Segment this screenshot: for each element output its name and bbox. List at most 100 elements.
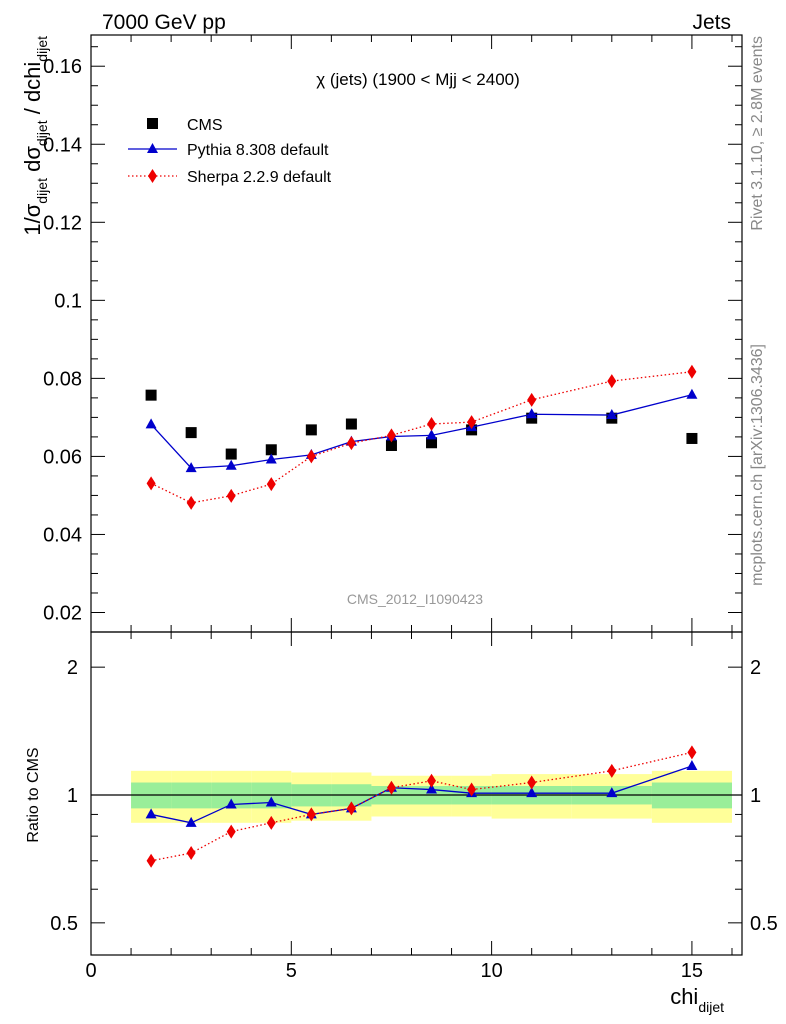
main-y-axis-label: 1/σdijet dσdijet / dchidijet xyxy=(20,36,50,236)
ratio-point-triangle-11 xyxy=(686,760,698,771)
legend: CMS Pythia 8.308 default Sherpa 2.2.9 de… xyxy=(128,117,332,186)
main-point-square-2 xyxy=(225,448,237,460)
xlabel-sub: dijet xyxy=(698,999,724,1015)
ratio-point-triangle-9 xyxy=(526,787,538,798)
legend-label-cms: CMS xyxy=(187,117,223,134)
main-point-triangle-2 xyxy=(225,459,237,470)
ylabel-part-2: / dchi xyxy=(20,62,45,121)
y-tick-label-6: 0.14 xyxy=(43,134,82,156)
main-point-square-7 xyxy=(426,437,438,449)
legend-marker-sherpa xyxy=(148,169,157,183)
ratio-tick-label-left-2: 2 xyxy=(67,657,78,679)
main-point-diamond-7 xyxy=(427,417,437,432)
ratio-point-diamond-6 xyxy=(386,780,396,795)
ratio-y-axis-label: Ratio to CMS xyxy=(25,747,42,842)
main-point-triangle-0 xyxy=(145,418,157,429)
ratio-tick-label-right-0: 0.5 xyxy=(750,913,778,935)
ratio-point-diamond-5 xyxy=(346,801,356,816)
main-plot-series xyxy=(145,364,698,510)
ratio-point-diamond-7 xyxy=(427,773,437,788)
main-point-diamond-5 xyxy=(346,436,356,451)
ratio-tick-label-right-1: 1 xyxy=(750,785,761,807)
analysis-watermark: CMS_2012_I1090423 xyxy=(347,591,483,607)
ylabel-part-1: dσ xyxy=(20,146,45,178)
mcplots-label: mcplots.cern.ch [arXiv:1306.3436] xyxy=(749,344,766,586)
ratio-plot-frame xyxy=(90,631,743,956)
ratio-point-triangle-3 xyxy=(265,796,277,807)
main-point-triangle-3 xyxy=(265,453,277,464)
ratio-point-diamond-4 xyxy=(306,807,316,822)
ratio-line-diamond xyxy=(150,751,693,862)
y-tick-label-5: 0.12 xyxy=(43,212,82,234)
main-point-diamond-11 xyxy=(687,364,697,379)
ratio-point-triangle-0 xyxy=(145,808,157,819)
y-tick-label-2: 0.06 xyxy=(43,446,82,468)
y-tick-label-3: 0.08 xyxy=(43,368,82,390)
ratio-point-diamond-2 xyxy=(226,824,236,839)
ratio-point-diamond-9 xyxy=(527,775,537,790)
main-point-diamond-8 xyxy=(467,415,477,430)
legend-marker-cms xyxy=(147,118,158,129)
main-point-square-4 xyxy=(305,424,317,436)
main-point-diamond-0 xyxy=(146,476,156,491)
y-tick-label-0: 0.02 xyxy=(43,602,82,624)
main-point-triangle-9 xyxy=(526,408,538,419)
header-left-label: 7000 GeV pp xyxy=(102,11,226,34)
main-point-square-1 xyxy=(185,427,197,439)
header-right-label: Jets xyxy=(692,11,731,34)
ratio-tick-label-left-0: 0.5 xyxy=(50,913,78,935)
main-point-square-5 xyxy=(345,418,357,430)
x-tick-label-3: 15 xyxy=(681,960,703,982)
ratio-point-diamond-0 xyxy=(146,853,156,868)
main-point-triangle-1 xyxy=(185,462,197,473)
x-axis-label: chidijet xyxy=(670,984,724,1015)
main-point-square-11 xyxy=(686,432,698,444)
legend-marker-pythia xyxy=(147,143,158,153)
main-point-square-0 xyxy=(145,389,157,401)
legend-label-pythia: Pythia 8.308 default xyxy=(187,142,329,159)
ratio-point-diamond-1 xyxy=(186,846,196,861)
ratio-point-triangle-7 xyxy=(426,783,438,794)
main-point-triangle-11 xyxy=(686,388,698,399)
ratio-point-diamond-11 xyxy=(687,745,697,760)
y-tick-label-4: 0.1 xyxy=(54,290,82,312)
main-point-diamond-6 xyxy=(386,428,396,443)
y-tick-label-7: 0.16 xyxy=(43,56,82,78)
main-point-square-6 xyxy=(385,439,397,451)
ratio-tick-label-right-2: 2 xyxy=(750,657,761,679)
ylabel-sub-0: dijet xyxy=(34,178,50,204)
ratio-uncertainty-bands xyxy=(91,770,742,823)
main-point-diamond-2 xyxy=(226,488,236,503)
ratio-point-diamond-8 xyxy=(467,782,477,797)
ratio-line-triangle xyxy=(150,765,693,824)
main-point-diamond-4 xyxy=(306,449,316,464)
plot-title: χ (jets) (1900 < Mjj < 2400) xyxy=(316,70,520,89)
main-point-diamond-9 xyxy=(527,392,537,407)
x-tick-label-0: 0 xyxy=(85,960,96,982)
x-tick-label-1: 5 xyxy=(286,960,297,982)
ratio-point-diamond-10 xyxy=(607,763,617,778)
ratio-plot-series xyxy=(145,745,698,868)
main-line-triangle xyxy=(150,394,693,469)
ratio-point-triangle-1 xyxy=(185,816,197,827)
legend-label-sherpa: Sherpa 2.2.9 default xyxy=(187,169,332,186)
main-point-triangle-10 xyxy=(606,409,618,420)
main-point-square-3 xyxy=(265,444,277,456)
ratio-tick-label-left-1: 1 xyxy=(67,785,78,807)
ratio-point-triangle-10 xyxy=(606,787,618,798)
main-point-triangle-7 xyxy=(426,429,438,440)
main-point-diamond-1 xyxy=(186,495,196,510)
ylabel-part-0: 1/σ xyxy=(20,203,45,235)
ylabel-sub-1: dijet xyxy=(34,120,50,146)
ratio-point-diamond-3 xyxy=(266,815,276,830)
rivet-version-label: Rivet 3.1.10, ≥ 2.8M events xyxy=(749,36,766,231)
ylabel-sub-2: dijet xyxy=(34,36,50,62)
ratio-point-triangle-2 xyxy=(225,798,237,809)
xlabel-main: chi xyxy=(670,984,698,1009)
y-tick-label-1: 0.04 xyxy=(43,524,82,546)
axes: 0 5 10 15 0.02 0.04 0.06 0.08 0.1 0.12 0.14 0.16 0.5… xyxy=(43,34,778,982)
main-point-diamond-3 xyxy=(266,477,276,492)
x-tick-label-2: 10 xyxy=(480,960,502,982)
